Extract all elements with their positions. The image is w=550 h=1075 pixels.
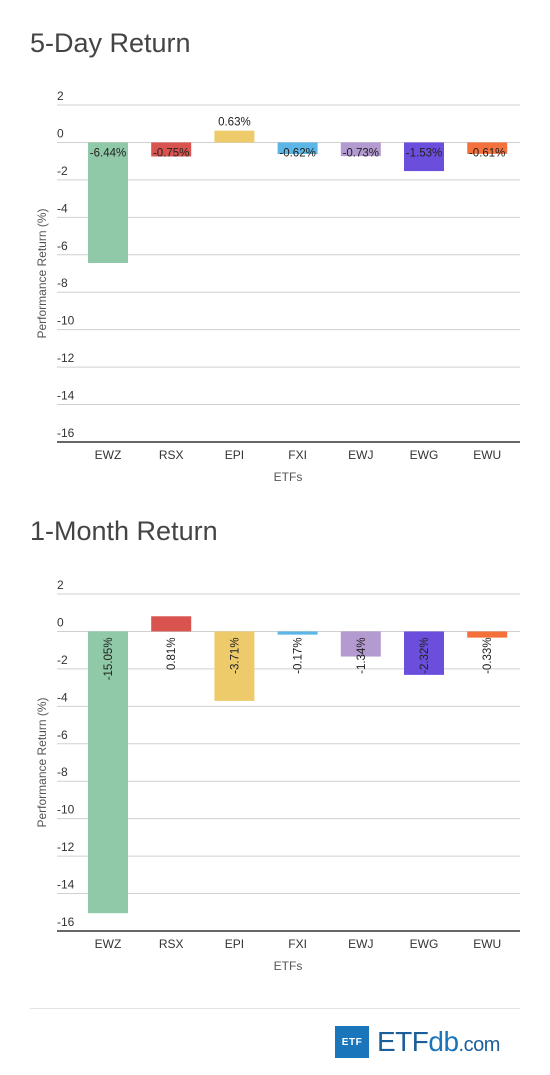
logo-brand-db: db [428,1026,459,1057]
x-axis-title: ETFs [274,470,303,484]
data-label: -1.34% [356,637,368,673]
x-tick-label: RSX [159,448,184,462]
x-tick-label: EWZ [95,448,122,462]
x-tick-label: RSX [159,937,184,951]
bar-ewg[interactable] [404,142,444,172]
logo-wordmark: ETFdb.com [377,1026,500,1058]
etf-logo-icon: ETF [335,1026,369,1058]
y-tick-label: -14 [57,389,75,403]
y-tick-label: -16 [57,915,75,929]
y-axis-title: Performance Return (%) [35,697,49,827]
x-tick-label: EPI [225,937,244,951]
data-label: -1.53% [406,147,442,159]
y-tick-label: -2 [57,653,68,667]
bar-rsx[interactable] [151,616,192,632]
bar-epi[interactable] [214,130,255,143]
y-tick-label: -10 [57,803,75,817]
y-tick-label: -8 [57,276,68,290]
bar-ewj[interactable] [340,142,381,157]
bar-ewj[interactable] [340,631,381,657]
chart-1month-return: 2 0 -2 -4 -6 -8 -10 -12 -14 -16 EWZ -15.05% RSX 0.81%… [35,578,520,973]
chart-title-1month: 1-Month Return [30,516,218,546]
data-label: -0.17% [293,637,305,673]
chart-5day-return: 2 0 -2 -4 -6 -8 -10 -12 -14 -16 EWZ -6.44% RSX -0.75%… [35,89,520,484]
x-tick-label: EWG [410,448,439,462]
y-tick-label: -6 [57,239,68,253]
data-label: 0.81% [166,637,178,670]
data-label: -2.32% [419,637,431,673]
bar-ewz[interactable] [88,142,128,264]
footer-divider [30,1008,520,1009]
bar-ewg[interactable] [404,631,444,675]
y-tick-label: -12 [57,840,75,854]
y-tick-label: 2 [57,89,64,103]
x-tick-label: EWU [473,448,501,462]
y-tick-label: 2 [57,578,64,592]
y-tick-label: -2 [57,164,68,178]
y-tick-label: -4 [57,201,68,215]
y-tick-label: -8 [57,765,68,779]
data-label: -3.71% [229,637,241,673]
x-tick-label: EWJ [348,937,373,951]
x-tick-label: EWG [410,937,439,951]
y-tick-label: 0 [57,126,64,140]
bar-ewz[interactable] [88,631,128,914]
y-tick-label: 0 [57,615,64,629]
data-label: -15.05% [103,637,115,680]
x-tick-label: EWJ [348,448,373,462]
bar-fxi[interactable] [277,142,318,155]
bar-ewu[interactable] [467,631,508,638]
x-tick-label: EWZ [95,937,122,951]
data-label: -0.73% [343,147,379,159]
bar-rsx[interactable] [151,142,192,157]
y-tick-label: -12 [57,351,75,365]
y-tick-label: -16 [57,426,75,440]
data-label: -0.33% [482,637,494,673]
data-label: -0.75% [153,147,189,159]
etfdb-logo[interactable]: ETF ETFdb.com [335,1026,500,1058]
bar-ewu[interactable] [467,142,508,154]
x-axis-title: ETFs [274,959,303,973]
y-tick-label: -6 [57,728,68,742]
x-tick-label: EPI [225,448,244,462]
data-label: 0.63% [218,117,251,129]
bar-fxi[interactable] [277,631,318,635]
logo-brand: ETF [377,1026,429,1057]
logo-suffix: .com [458,1034,501,1056]
x-tick-label: FXI [288,448,307,462]
chart-title-5day: 5-Day Return [30,28,191,58]
bar-epi[interactable] [214,631,255,701]
y-axis-title: Performance Return (%) [35,208,49,338]
x-tick-label: EWU [473,937,501,951]
data-label: -0.61% [469,147,505,159]
y-tick-label: -10 [57,314,75,328]
y-tick-label: -14 [57,878,75,892]
y-tick-label: -4 [57,690,68,704]
x-tick-label: FXI [288,937,307,951]
data-label: -0.62% [279,147,315,159]
data-label: -6.44% [90,147,126,159]
